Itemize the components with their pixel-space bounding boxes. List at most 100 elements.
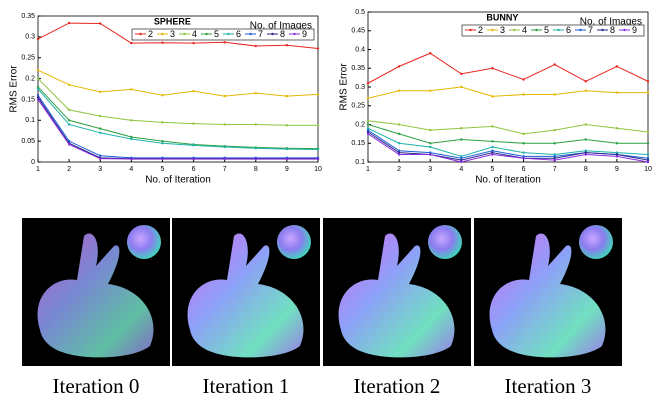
point bbox=[99, 22, 102, 25]
point bbox=[397, 89, 401, 92]
x-tick-label: 4 bbox=[129, 166, 133, 173]
point bbox=[36, 87, 40, 91]
point bbox=[460, 160, 463, 164]
point bbox=[491, 145, 494, 149]
legend-marker bbox=[491, 28, 494, 32]
point bbox=[397, 142, 401, 145]
point bbox=[36, 77, 40, 80]
point bbox=[522, 157, 525, 160]
point bbox=[130, 135, 133, 139]
point bbox=[646, 142, 650, 145]
series-line bbox=[367, 124, 648, 144]
series-line bbox=[37, 86, 319, 150]
point bbox=[646, 130, 650, 134]
point bbox=[254, 147, 257, 150]
x-tick-label: 3 bbox=[98, 166, 102, 173]
point bbox=[553, 157, 556, 160]
point bbox=[553, 142, 556, 145]
point bbox=[285, 44, 289, 47]
point bbox=[429, 142, 432, 145]
point bbox=[615, 127, 619, 130]
y-tick-label: 0.25 bbox=[21, 55, 35, 62]
point bbox=[192, 157, 195, 161]
legend-marker bbox=[557, 28, 560, 32]
point bbox=[192, 122, 195, 125]
series-line bbox=[367, 133, 649, 163]
legend-label: 9 bbox=[632, 25, 637, 35]
point bbox=[99, 127, 102, 130]
series-line bbox=[367, 120, 649, 135]
point bbox=[130, 119, 133, 122]
point bbox=[553, 158, 556, 162]
reference-sphere bbox=[277, 225, 311, 259]
point bbox=[99, 154, 102, 157]
y-tick-label: 0 bbox=[31, 159, 35, 166]
point bbox=[99, 157, 102, 160]
point bbox=[646, 91, 650, 94]
y-tick-label: 0.1 bbox=[25, 117, 35, 124]
y-tick-label: 0.15 bbox=[351, 140, 365, 147]
point bbox=[285, 124, 289, 127]
point bbox=[553, 153, 556, 156]
point bbox=[161, 121, 164, 124]
point bbox=[366, 127, 370, 130]
point bbox=[491, 67, 494, 70]
series-line bbox=[367, 131, 649, 161]
point bbox=[460, 127, 463, 130]
point bbox=[584, 153, 587, 156]
legend-marker bbox=[271, 32, 274, 36]
y-tick-label: 0.3 bbox=[25, 34, 35, 41]
point bbox=[36, 98, 40, 101]
series-line bbox=[37, 78, 318, 126]
point bbox=[491, 153, 494, 156]
bunny-render bbox=[338, 233, 455, 358]
x-tick-label: 6 bbox=[522, 166, 526, 173]
point bbox=[491, 95, 494, 98]
point bbox=[646, 158, 650, 162]
series-line bbox=[37, 22, 319, 50]
reference-sphere bbox=[428, 225, 462, 259]
point bbox=[223, 123, 226, 126]
point bbox=[192, 89, 195, 93]
chart-title: BUNNY bbox=[486, 12, 518, 22]
point bbox=[397, 149, 401, 152]
point bbox=[615, 65, 619, 68]
point bbox=[192, 144, 195, 147]
point bbox=[522, 132, 525, 136]
point bbox=[67, 123, 71, 126]
point bbox=[397, 123, 401, 126]
legend-label: 3 bbox=[170, 29, 175, 39]
legend-label: 6 bbox=[566, 25, 571, 35]
point bbox=[223, 41, 226, 44]
image-caption: Iteration 1 bbox=[203, 374, 290, 398]
point bbox=[161, 139, 164, 143]
point bbox=[460, 157, 463, 160]
point bbox=[584, 89, 587, 92]
x-tick-label: 8 bbox=[254, 166, 258, 173]
point bbox=[397, 132, 401, 136]
y-tick-label: 0.1 bbox=[355, 159, 365, 166]
x-tick-label: 8 bbox=[584, 166, 588, 173]
image-caption: Iteration 2 bbox=[354, 374, 441, 398]
bunny-render bbox=[187, 233, 304, 358]
legend-marker bbox=[183, 32, 186, 36]
point bbox=[316, 47, 320, 50]
point bbox=[584, 149, 587, 152]
image-row: Iteration 0 Iteration 1 Iteration 2 Iterati… bbox=[22, 218, 622, 398]
legend-marker bbox=[513, 28, 516, 32]
series-line bbox=[367, 52, 649, 84]
point bbox=[161, 157, 164, 161]
point bbox=[646, 153, 650, 156]
point bbox=[36, 94, 40, 97]
point bbox=[36, 85, 40, 89]
legend-marker bbox=[205, 32, 208, 36]
legend-marker bbox=[139, 32, 142, 36]
x-tick-label: 7 bbox=[223, 166, 227, 173]
x-axis-label: No. of Iteration bbox=[475, 175, 541, 186]
point bbox=[161, 142, 164, 145]
point bbox=[522, 155, 525, 158]
y-tick-label: 0.15 bbox=[21, 96, 35, 103]
legend-label: 7 bbox=[258, 29, 263, 39]
point bbox=[584, 151, 587, 154]
